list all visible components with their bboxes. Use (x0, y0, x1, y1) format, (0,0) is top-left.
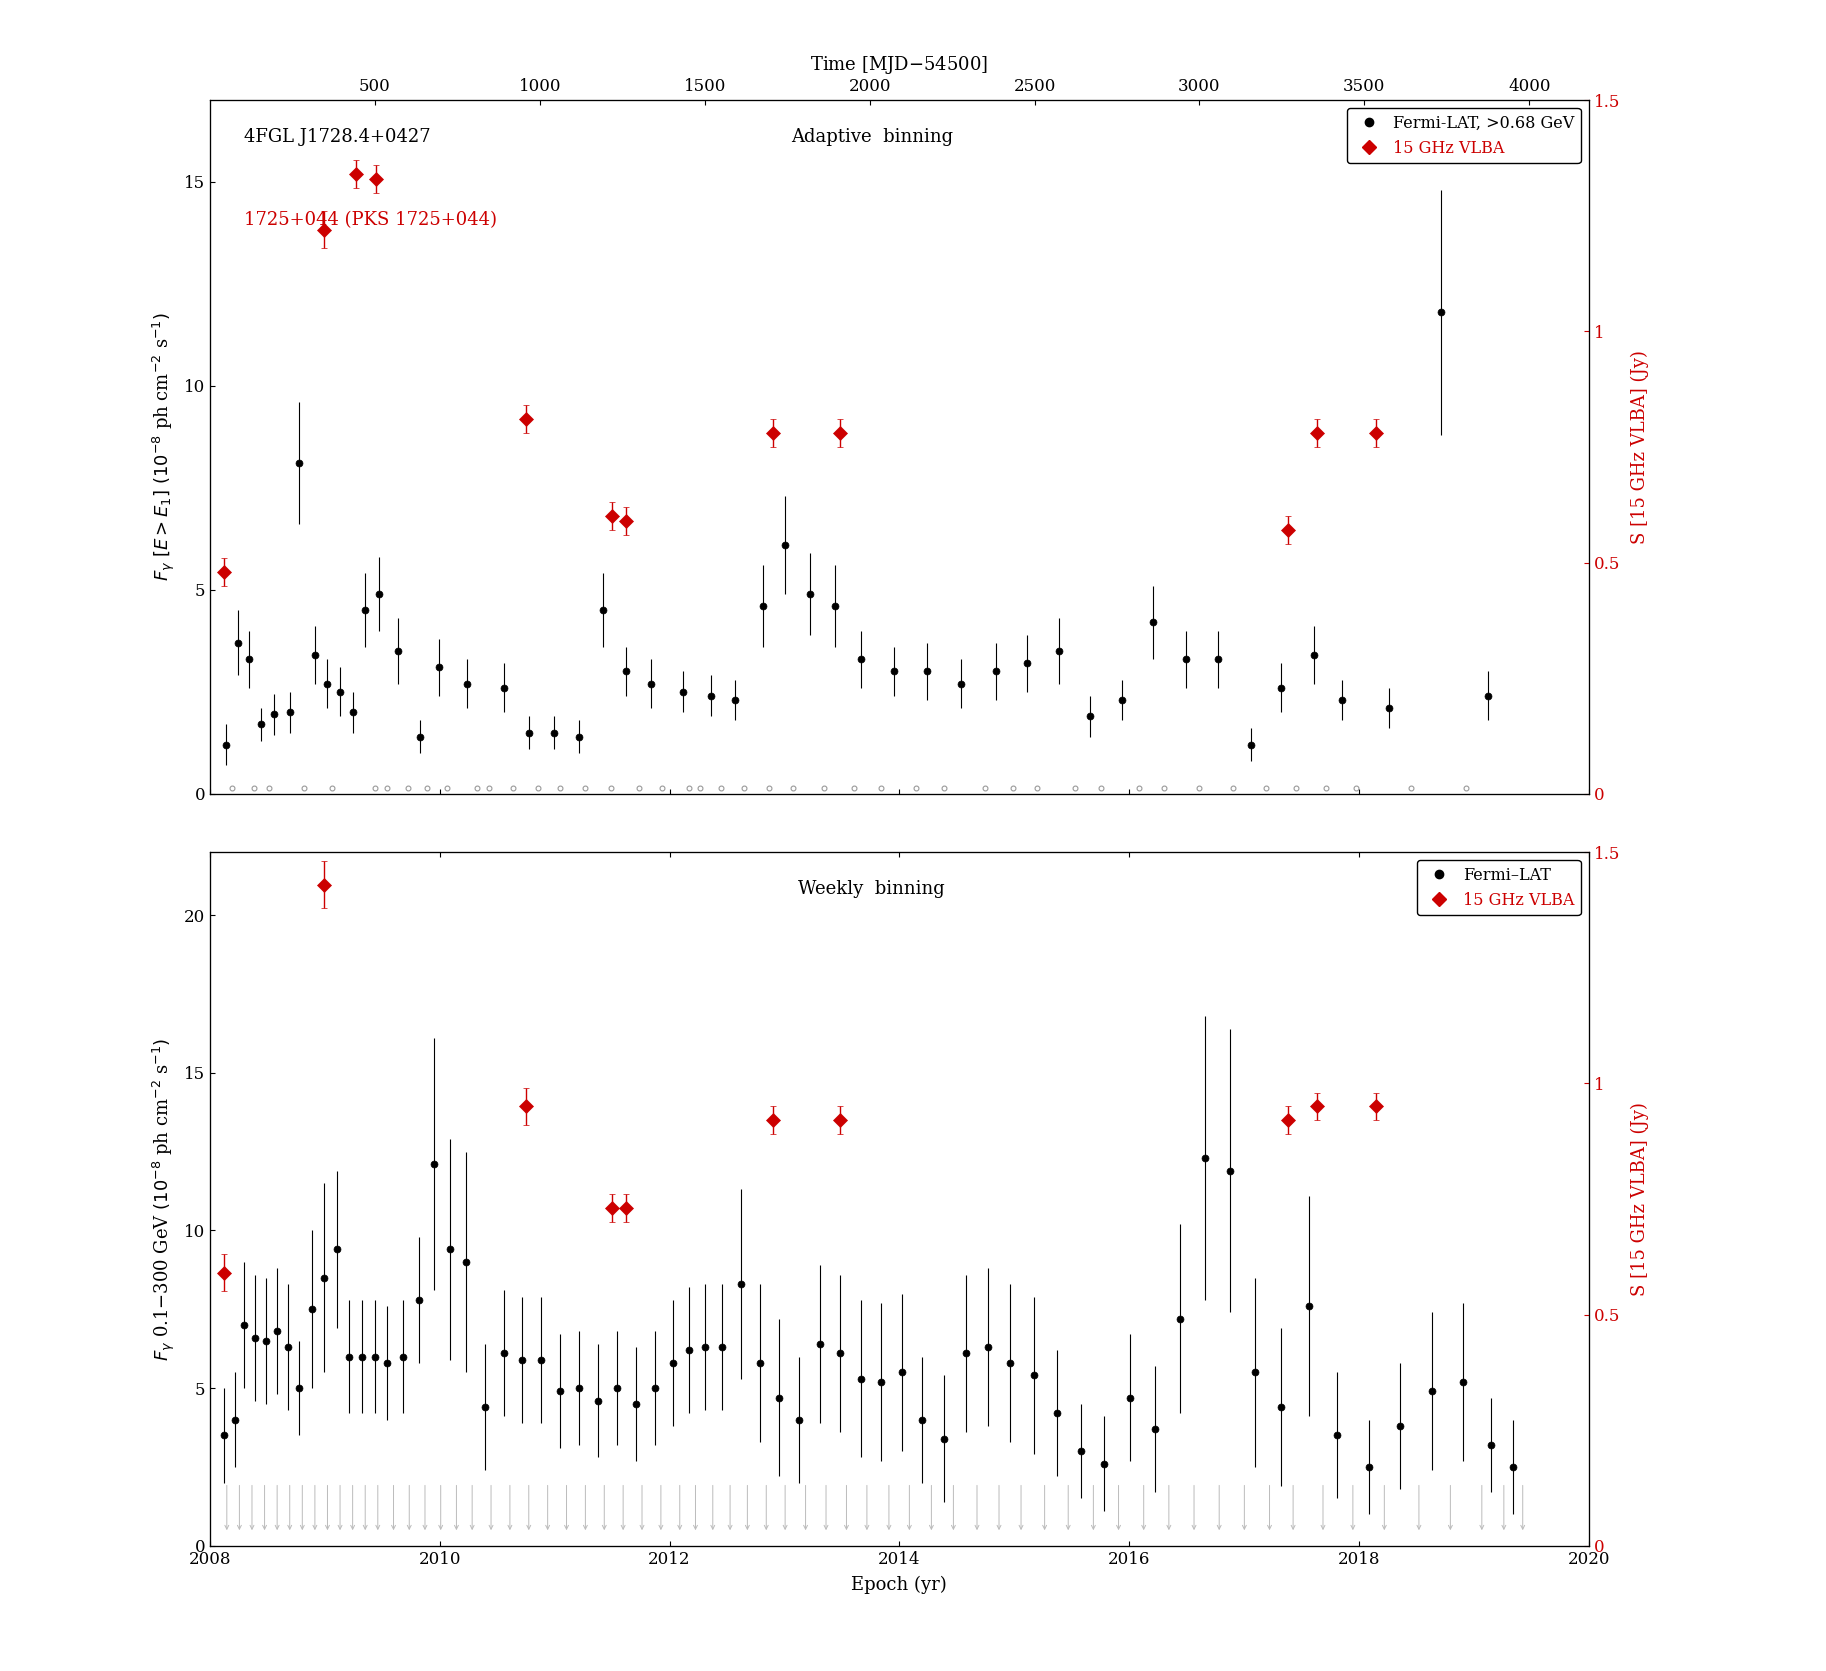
Y-axis label: S [15 GHz VLBA] (Jy): S [15 GHz VLBA] (Jy) (1631, 349, 1649, 545)
Text: 1725+044 (PKS 1725+044): 1725+044 (PKS 1725+044) (245, 211, 497, 229)
Legend: Fermi-LAT, >0.68 GeV, 15 GHz VLBA: Fermi-LAT, >0.68 GeV, 15 GHz VLBA (1348, 109, 1581, 164)
X-axis label: Epoch (yr): Epoch (yr) (851, 1576, 948, 1594)
Text: 4FGL J1728.4+0427: 4FGL J1728.4+0427 (245, 129, 431, 145)
Y-axis label: $F_{\gamma}$ $[E>E_1]$ $(10^{-8}$ ph cm$^{-2}$ s$^{-1})$: $F_{\gamma}$ $[E>E_1]$ $(10^{-8}$ ph cm$… (150, 312, 177, 582)
Text: Adaptive  binning: Adaptive binning (791, 129, 953, 145)
Y-axis label: S [15 GHz VLBA] (Jy): S [15 GHz VLBA] (Jy) (1631, 1101, 1649, 1297)
X-axis label: Time [MJD$-$54500]: Time [MJD$-$54500] (811, 53, 988, 77)
Y-axis label: $F_{\gamma}$ 0.1$-$300 GeV $(10^{-8}$ ph cm$^{-2}$ s$^{-1})$: $F_{\gamma}$ 0.1$-$300 GeV $(10^{-8}$ ph… (150, 1038, 177, 1360)
Legend: Fermi–LAT, 15 GHz VLBA: Fermi–LAT, 15 GHz VLBA (1417, 861, 1581, 916)
Text: Weekly  binning: Weekly binning (798, 881, 946, 897)
